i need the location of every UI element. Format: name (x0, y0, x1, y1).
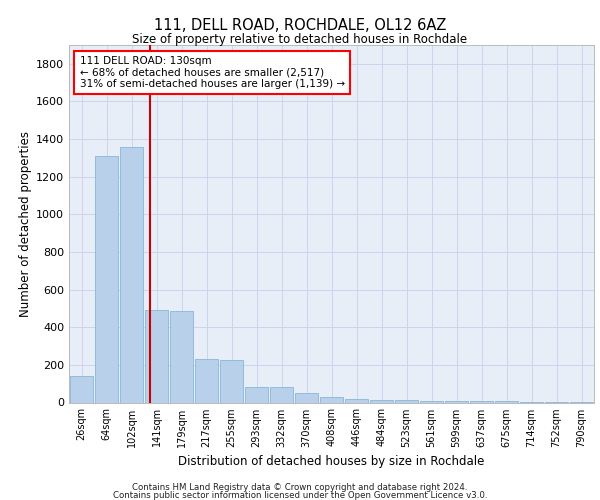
Bar (370, 400, 393, 402)
Bar (420, 400, 443, 402)
Bar (345, 398, 368, 402)
Bar (195, 359, 218, 403)
Text: Contains public sector information licensed under the Open Government Licence v3: Contains public sector information licen… (113, 491, 487, 500)
Bar (145, 310, 168, 402)
Text: Size of property relative to detached houses in Rochdale: Size of property relative to detached ho… (133, 32, 467, 46)
Bar (295, 394, 318, 402)
Text: 111 DELL ROAD: 130sqm
← 68% of detached houses are smaller (2,517)
31% of semi-d: 111 DELL ROAD: 130sqm ← 68% of detached … (79, 56, 344, 89)
Text: 111, DELL ROAD, ROCHDALE, OL12 6AZ: 111, DELL ROAD, ROCHDALE, OL12 6AZ (154, 18, 446, 32)
Bar (70, 376, 93, 402)
Bar (220, 360, 243, 403)
Bar (245, 386, 268, 402)
X-axis label: Distribution of detached houses by size in Rochdale: Distribution of detached houses by size … (178, 455, 485, 468)
Text: Contains HM Land Registry data © Crown copyright and database right 2024.: Contains HM Land Registry data © Crown c… (132, 484, 468, 492)
Bar (470, 401, 493, 402)
Bar (320, 397, 343, 402)
Bar (445, 400, 468, 402)
Bar (120, 146, 143, 402)
Bar (270, 388, 293, 402)
Bar (395, 400, 418, 402)
Bar (495, 401, 518, 402)
Bar (95, 156, 118, 402)
Bar (170, 311, 193, 402)
Y-axis label: Number of detached properties: Number of detached properties (19, 130, 32, 317)
